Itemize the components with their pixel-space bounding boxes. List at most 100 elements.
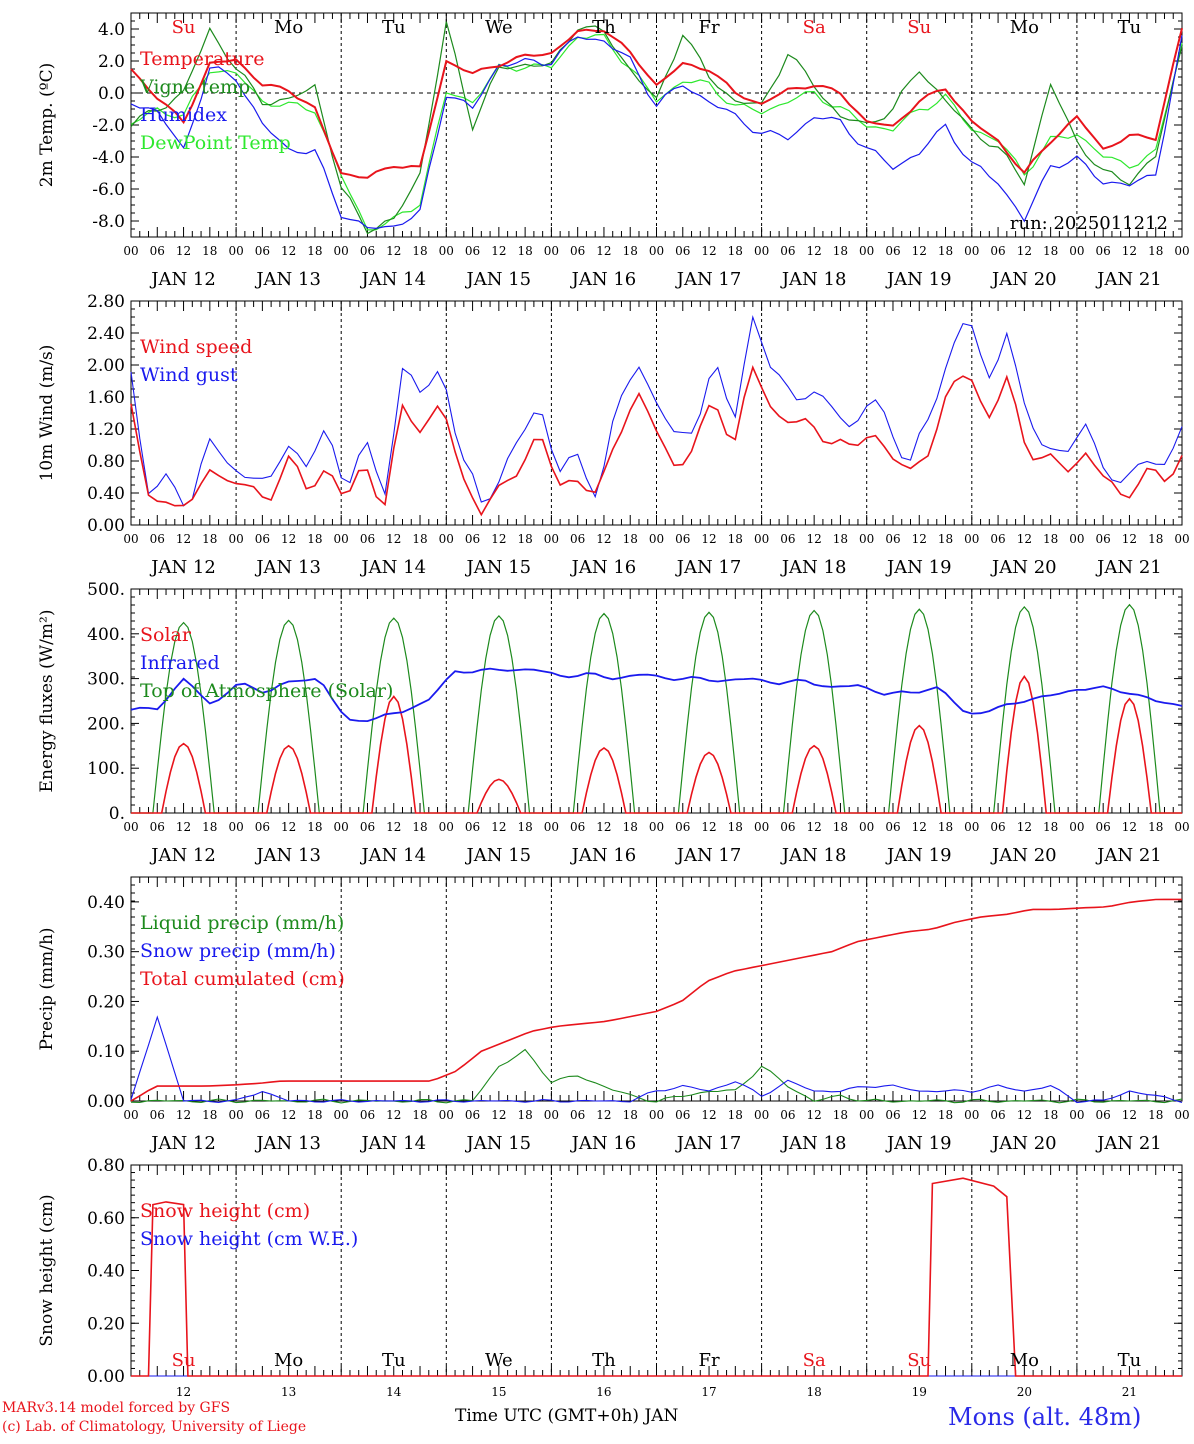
legend-infrared: Infrared: [140, 652, 220, 674]
hour-label: 18: [1043, 244, 1058, 258]
day-number-label: 20: [1017, 1385, 1032, 1399]
date-label: JAN 17: [675, 557, 742, 578]
panel-3-ylabel: Energy fluxes (W/m²): [37, 610, 57, 793]
hour-label: 00: [439, 532, 454, 546]
hour-label: 18: [728, 532, 743, 546]
hour-label: 06: [150, 820, 165, 834]
day-number-label: 13: [281, 1385, 296, 1399]
hour-label: 12: [596, 532, 611, 546]
y-tick-label: 0.: [109, 804, 125, 824]
location-label: Mons (alt. 48m): [948, 1403, 1142, 1431]
date-label: JAN 14: [359, 557, 426, 578]
hour-label: 06: [675, 1108, 690, 1122]
hour-label: 06: [780, 244, 795, 258]
hour-label: 06: [465, 244, 480, 258]
hour-label: 06: [255, 1108, 270, 1122]
date-label: JAN 20: [990, 269, 1057, 290]
hour-label: 18: [412, 1108, 427, 1122]
hour-label: 12: [1122, 1108, 1137, 1122]
hour-label: 06: [885, 820, 900, 834]
hour-label: 12: [386, 1108, 401, 1122]
hour-label: 06: [150, 244, 165, 258]
y-tick-label: 400.: [87, 625, 125, 645]
y-tick-label: 1.20: [87, 420, 125, 440]
hour-label: 00: [123, 244, 138, 258]
hour-label: 18: [202, 1108, 217, 1122]
hour-label: 12: [912, 532, 927, 546]
panel-5-axes: [130, 1164, 1183, 1377]
hour-label: 18: [517, 532, 532, 546]
series-solar: [131, 674, 1182, 814]
hour-label: 00: [439, 820, 454, 834]
hour-label: 06: [255, 820, 270, 834]
hour-label: 12: [281, 244, 296, 258]
hour-label: 00: [649, 820, 664, 834]
legend-snow-height-cm-w-e-: Snow height (cm W.E.): [140, 1228, 358, 1250]
legend-snow-precip-mm-h-: Snow precip (mm/h): [140, 940, 336, 962]
hour-label: 06: [360, 532, 375, 546]
hour-label: 06: [885, 532, 900, 546]
hour-label: 00: [649, 1108, 664, 1122]
date-label: JAN 12: [149, 269, 216, 290]
panel-4-ylabel: Precip (mm/h): [37, 927, 57, 1050]
hour-label: 12: [176, 1108, 191, 1122]
x-axis-title: Time UTC (GMT+0h) JAN: [455, 1406, 679, 1426]
y-tick-label: 100.: [87, 759, 125, 779]
legend-wind-speed: Wind speed: [140, 336, 252, 358]
hour-label: 06: [780, 1108, 795, 1122]
hour-label: 12: [701, 1108, 716, 1122]
hour-label: 00: [123, 1108, 138, 1122]
date-label: JAN 14: [359, 269, 426, 290]
series-liquid-precip: [130, 1048, 1183, 1104]
date-label: JAN 13: [254, 557, 321, 578]
hour-label: 18: [412, 820, 427, 834]
date-label: JAN 15: [465, 845, 532, 866]
hour-label: 12: [1017, 244, 1032, 258]
credit-line-2: (c) Lab. of Climatology, University of L…: [2, 1419, 307, 1435]
hour-label: 06: [465, 1108, 480, 1122]
hour-label: 12: [491, 532, 506, 546]
day-label-bottom: Tu: [382, 1350, 406, 1371]
series-vigne-temp: [130, 21, 1183, 235]
hour-label: 18: [307, 1108, 322, 1122]
hour-label: 18: [623, 1108, 638, 1122]
hour-label: 18: [307, 244, 322, 258]
hour-label: 12: [386, 532, 401, 546]
hour-label: 18: [833, 820, 848, 834]
y-tick-label: 0.00: [87, 516, 125, 536]
date-label: JAN 15: [465, 557, 532, 578]
date-label: JAN 12: [149, 557, 216, 578]
date-label: JAN 17: [675, 1133, 742, 1154]
hour-label: 00: [544, 532, 559, 546]
hour-label: 18: [1043, 820, 1058, 834]
y-tick-label: -2.0: [92, 116, 125, 136]
hour-label: 18: [1148, 1108, 1163, 1122]
y-tick-label: 0.40: [87, 484, 125, 504]
date-label: JAN 21: [1095, 557, 1162, 578]
day-label-top: Su: [172, 17, 196, 38]
series-wind-speed: [130, 365, 1183, 517]
hour-label: 00: [859, 820, 874, 834]
day-label-bottom: Su: [907, 1350, 931, 1371]
hour-label: 00: [544, 820, 559, 834]
series-snow-precip: [130, 1015, 1183, 1104]
date-label: JAN 16: [570, 1133, 637, 1154]
panel-1-axes: [130, 12, 1183, 238]
hour-label: 00: [228, 532, 243, 546]
hour-label: 06: [570, 244, 585, 258]
y-tick-label: 0.0: [98, 84, 125, 104]
panel-1-frame: [130, 12, 1183, 238]
y-tick-label: 2.00: [87, 356, 125, 376]
hour-label: 12: [701, 532, 716, 546]
hour-label: 18: [517, 1108, 532, 1122]
hour-label: 00: [1174, 532, 1189, 546]
hour-label: 06: [570, 532, 585, 546]
series-wind-gust: [130, 314, 1183, 507]
hour-label: 12: [701, 820, 716, 834]
hour-label: 06: [885, 244, 900, 258]
date-label: JAN 16: [570, 845, 637, 866]
y-tick-label: -8.0: [92, 212, 125, 232]
day-number-label: 17: [701, 1385, 716, 1399]
hour-label: 18: [517, 820, 532, 834]
hour-label: 00: [439, 244, 454, 258]
